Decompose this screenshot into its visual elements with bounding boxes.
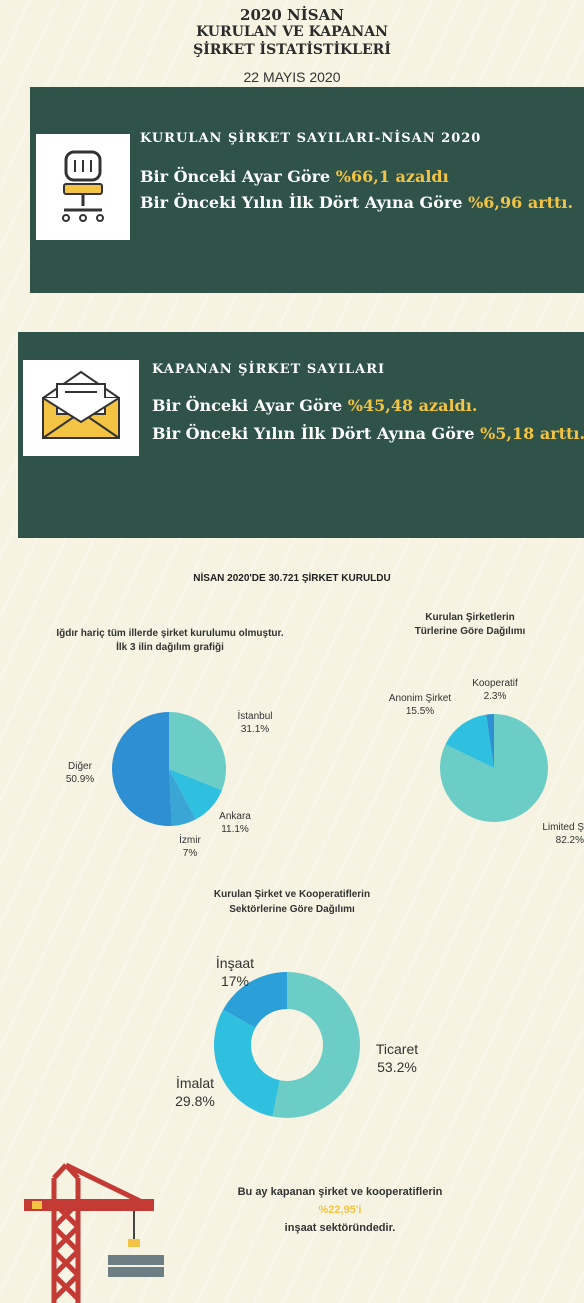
pie1-label-diger: Diğer 50.9% <box>45 760 115 786</box>
type-pie-slice-2 <box>445 714 494 768</box>
pie1-cat-ankara: Ankara <box>219 811 251 822</box>
closed-line-2-text: Bir Önceki Yılın İlk Dört Ayına Göre <box>152 424 475 443</box>
sector-donut-slice-1 <box>272 972 360 1118</box>
pie2-cat-anonim: Anonim Şirket <box>388 693 452 704</box>
founded-panel: KURULAN ŞİRKET SAYILARI-NİSAN 2020 Bir Ö… <box>30 87 584 293</box>
founded-line-2-value: %6,96 arttı. <box>468 193 574 212</box>
city-pie-slice-2 <box>169 769 222 820</box>
construction-crane-icon <box>24 1162 164 1303</box>
header-line-3: ŞİRKET İSTATİSTİKLERİ <box>193 42 391 58</box>
pie1-val-diger: 50.9% <box>65 774 95 785</box>
footer-line-3: inşaat sektöründedir. <box>284 1222 396 1234</box>
closed-line-1-value: %45,48 azaldı. <box>347 396 478 415</box>
pie2-val-anonim: 15.5% <box>405 706 435 717</box>
chart1-title-line-1: Iğdır hariç tüm illerde şirket kurulumu … <box>56 628 284 639</box>
donut-cat-ticaret: Ticaret <box>375 1041 419 1057</box>
chart2-title-line-2: Türlerine Göre Dağılımı <box>414 626 526 637</box>
chart1-title-line-2: İlk 3 ilin dağılım grafiği <box>116 642 224 653</box>
open-envelope-icon <box>42 370 120 439</box>
sector-donut-slice-2 <box>213 1009 280 1117</box>
pie1-label-istanbul: İstanbul 31.1% <box>220 710 290 736</box>
closed-panel: KAPANAN ŞİRKET SAYILARI Bir Önceki Ayar … <box>18 332 584 538</box>
founded-line-1-value: %66,1 azaldı <box>335 167 449 186</box>
closed-line-2-value: %5,18 arttı. <box>480 424 584 443</box>
header-line-1: 2020 NİSAN <box>240 6 344 24</box>
pie1-val-ankara: 11.1% <box>221 824 249 835</box>
founded-line-1: Bir Önceki Ayar Göre %66,1 azaldı <box>140 167 449 186</box>
office-chair-icon-box <box>36 134 130 240</box>
closed-panel-title: KAPANAN ŞİRKET SAYILARI <box>152 362 386 377</box>
city-pie-slice-1 <box>169 712 226 791</box>
footer-line-1: Bu ay kapanan şirket ve kooperatiflerin <box>237 1186 443 1198</box>
closed-line-1-text: Bir Önceki Ayar Göre <box>152 396 343 415</box>
chart2-title-line-1: Kurulan Şirketlerin <box>425 612 515 623</box>
open-envelope-icon-box <box>23 360 139 456</box>
pie2-cat-kooperatif: Kooperatif <box>472 678 518 689</box>
pie2-cat-limited: Limited Ş <box>542 822 584 833</box>
donut-label-insaat: İnşaat 17% <box>200 954 270 990</box>
section-title: NİSAN 2020'DE 30.721 ŞİRKET KURULDU <box>193 573 391 584</box>
closed-line-2: Bir Önceki Yılın İlk Dört Ayına Göre %5,… <box>152 424 584 443</box>
founded-line-1-text: Bir Önceki Ayar Göre <box>140 167 331 186</box>
footer-line-2: %22,95'i <box>318 1204 362 1216</box>
donut-label-imalat: İmalat 29.8% <box>160 1074 230 1110</box>
pie1-cat-istanbul: İstanbul <box>237 711 273 722</box>
pie2-label-anonim: Anonim Şirket 15.5% <box>380 692 460 718</box>
donut-val-imalat: 29.8% <box>175 1093 215 1109</box>
founded-line-2: Bir Önceki Yılın İlk Dört Ayına Göre %6,… <box>140 193 573 212</box>
pie1-val-izmir: 7% <box>182 848 198 859</box>
donut-cat-imalat: İmalat <box>175 1075 215 1091</box>
office-chair-icon <box>62 150 104 222</box>
pie2-val-kooperatif: 2.3% <box>483 691 507 702</box>
chart3-title-line-2: Sektörlerine Göre Dağılımı <box>229 904 355 915</box>
founded-panel-title: KURULAN ŞİRKET SAYILARI-NİSAN 2020 <box>140 131 482 146</box>
pie1-cat-izmir: İzmir <box>179 835 201 846</box>
pie2-val-limited: 82.2% <box>555 835 584 846</box>
pie1-cat-diger: Diğer <box>68 761 92 772</box>
closed-line-1: Bir Önceki Ayar Göre %45,48 azaldı. <box>152 396 477 415</box>
donut-label-ticaret: Ticaret 53.2% <box>362 1040 432 1076</box>
type-pie-slice-1 <box>440 714 549 822</box>
pie1-label-ankara: Ankara 11.1% <box>200 810 270 836</box>
header-line-2: KURULAN VE KAPANAN <box>196 24 388 40</box>
donut-val-ticaret: 53.2% <box>377 1059 417 1075</box>
donut-cat-insaat: İnşaat <box>215 955 255 971</box>
type-pie-slice-3 <box>486 714 494 768</box>
header-date: 22 MAYIS 2020 <box>243 69 341 85</box>
founded-line-2-text: Bir Önceki Yılın İlk Dört Ayına Göre <box>140 193 463 212</box>
pie1-label-izmir: İzmir 7% <box>155 834 225 860</box>
sector-donut-slice-3 <box>223 972 287 1028</box>
pie2-label-limited: Limited Ş 82.2% <box>520 821 584 847</box>
city-pie-slice-4 <box>112 712 173 826</box>
pie2-label-kooperatif: Kooperatif 2.3% <box>460 677 530 703</box>
city-pie-slice-3 <box>169 769 196 826</box>
chart3-title-line-1: Kurulan Şirket ve Kooperatiflerin <box>213 889 371 900</box>
pie1-val-istanbul: 31.1% <box>240 724 270 735</box>
donut-val-insaat: 17% <box>220 973 250 989</box>
